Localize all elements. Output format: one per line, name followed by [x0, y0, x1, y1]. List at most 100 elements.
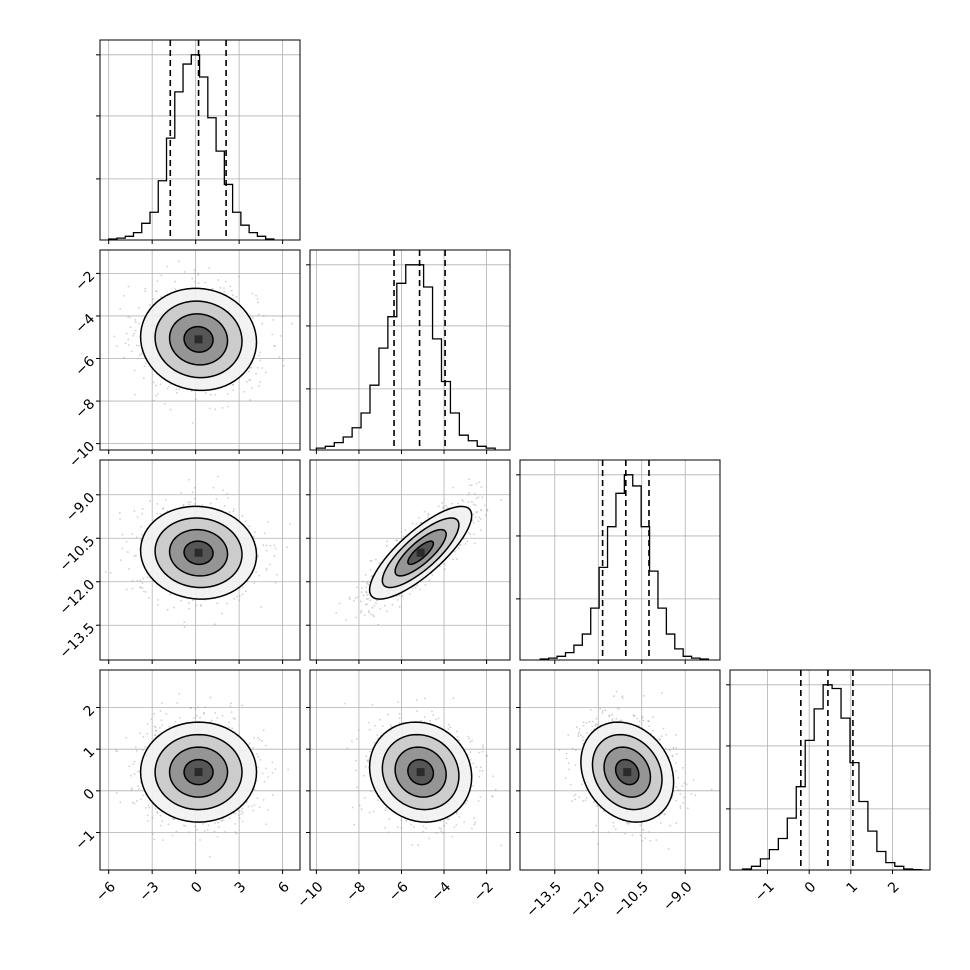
scatter-dot — [191, 277, 194, 280]
scatter-dot — [135, 749, 138, 752]
scatter-dot — [262, 544, 265, 547]
contour-line — [154, 733, 243, 811]
scatter-dot — [462, 538, 465, 540]
scatter-dot — [220, 819, 223, 822]
scatter-dot — [144, 290, 147, 293]
scatter-dot — [281, 316, 284, 318]
scatter-dot — [131, 533, 134, 535]
scatter-dot — [193, 269, 196, 272]
scatter-dot — [78, 567, 80, 569]
scatter-dot — [241, 807, 244, 810]
scatter-dot — [279, 334, 282, 337]
panel-frame-3-0 — [99, 669, 301, 871]
scatter-dot — [431, 710, 433, 713]
scatter-dot — [212, 287, 214, 290]
scatter-dot — [373, 604, 376, 607]
scatter-dot — [390, 725, 393, 728]
scatter-dot — [199, 839, 201, 841]
scatter-dot — [359, 611, 362, 614]
scatter-dot — [140, 798, 142, 801]
scatter-dot — [445, 504, 448, 507]
scatter-dot — [234, 718, 236, 720]
scatter-dot — [258, 574, 260, 577]
scatter-dot — [272, 318, 275, 321]
scatter-dot — [474, 516, 477, 519]
scatter-dot — [223, 505, 226, 507]
scatter-dot — [160, 274, 163, 277]
contour-line — [407, 540, 435, 566]
scatter-dot — [122, 356, 125, 359]
scatter-dot — [191, 491, 194, 494]
scatter-dot — [207, 824, 210, 827]
scatter-dot — [183, 621, 186, 624]
scatter-dot — [182, 505, 185, 508]
scatter-dot — [458, 547, 460, 550]
scatter-dot — [428, 579, 431, 581]
scatter-dot — [241, 593, 244, 596]
scatter-dot — [369, 568, 372, 571]
scatter-dot — [480, 529, 482, 532]
scatter-dot — [384, 809, 387, 812]
scatter-dot — [182, 503, 185, 506]
scatter-dot — [385, 545, 388, 547]
scatter-dot — [388, 818, 391, 821]
scatter-dot — [257, 313, 260, 316]
scatter-dot — [180, 491, 183, 494]
scatter-dot — [173, 818, 176, 821]
scatter-dot — [479, 518, 482, 520]
scatter-dot — [253, 788, 256, 791]
scatter-dot — [278, 356, 281, 358]
scatter-dot — [355, 586, 358, 589]
scatter-dot — [257, 736, 260, 739]
scatter-dot — [266, 776, 269, 778]
scatter-dot — [141, 507, 144, 510]
scatter-dot — [134, 554, 137, 557]
scatter-dot — [273, 544, 276, 547]
scatter-dot — [396, 539, 398, 542]
scatter-dot — [248, 525, 251, 528]
scatter-dot — [204, 281, 207, 284]
scatter-dot — [471, 500, 473, 503]
scatter-dot — [239, 595, 241, 597]
scatter-dot — [212, 486, 215, 489]
scatter-dot — [137, 306, 140, 309]
scatter-dot — [154, 726, 157, 729]
scatter-dot — [282, 365, 285, 367]
scatter-dot — [368, 609, 370, 612]
scatter-dot — [271, 794, 274, 796]
scatter-dot — [255, 372, 257, 375]
scatter-dot — [261, 772, 264, 775]
scatter-dot — [257, 555, 260, 557]
density-peak — [194, 335, 203, 344]
scatter-dot — [469, 533, 472, 536]
scatter-dot — [163, 402, 166, 405]
scatter-dot — [252, 316, 254, 319]
joint-panel-1-0 — [113, 260, 293, 424]
scatter-dot — [140, 586, 143, 589]
scatter-dot — [467, 501, 470, 503]
scatter-dot — [194, 825, 196, 828]
scatter-dot — [203, 711, 205, 714]
scatter-dot — [217, 279, 220, 281]
scatter-dot — [250, 366, 253, 369]
scatter-dot — [415, 523, 418, 525]
scatter-dot — [256, 297, 259, 300]
scatter-dot — [131, 587, 134, 590]
scatter-dot — [217, 722, 220, 725]
scatter-dot — [221, 714, 224, 717]
scatter-dot — [478, 775, 481, 778]
scatter-dot — [480, 486, 483, 488]
scatter-dot — [423, 510, 426, 513]
scatter-dot — [188, 831, 191, 834]
scatter-dot — [244, 590, 247, 593]
scatter-dot — [133, 369, 136, 372]
scatter-dot — [232, 294, 234, 296]
scatter-dot — [365, 590, 368, 593]
scatter-dot — [468, 491, 471, 494]
scatter-dot — [194, 280, 196, 283]
scatter-dot — [169, 408, 172, 411]
scatter-dot — [355, 616, 357, 619]
scatter-dot — [166, 265, 169, 268]
scatter-dot — [171, 834, 174, 837]
contour-line — [168, 528, 229, 577]
